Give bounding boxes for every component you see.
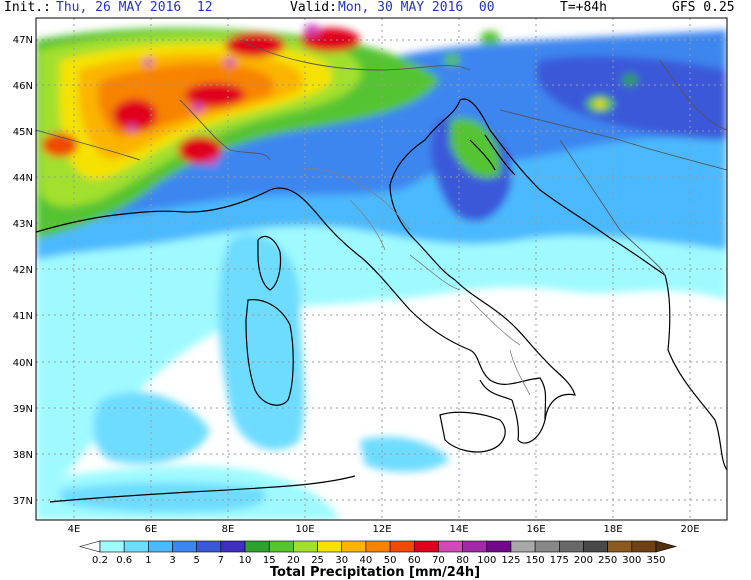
colorbar-level-label: 15 xyxy=(263,555,276,566)
map-header: Init.: Thu, 26 MAY 2016 12 Valid: Mon, 3… xyxy=(0,0,751,18)
colorbar-segment xyxy=(631,540,657,553)
model-name: GFS 0.25 xyxy=(672,0,735,15)
colorbar-level-label: 80 xyxy=(456,555,469,566)
colorbar-segment xyxy=(365,540,391,553)
colorbar-level-label: 250 xyxy=(598,555,617,566)
lat-label: 37N xyxy=(13,496,33,507)
colorbar-level-label: 3 xyxy=(169,555,175,566)
regional-borders xyxy=(299,168,531,396)
colorbar-level-label: 300 xyxy=(622,555,641,566)
latitude-labels: 47N 46N 45N 44N 43N 42N 41N 40N 39N 38N … xyxy=(13,35,33,507)
valid-label: Valid: xyxy=(290,0,337,15)
colorbar-level-label: 1 xyxy=(145,555,151,566)
colorbar-level-label: 200 xyxy=(574,555,593,566)
colorbar-level-label: 175 xyxy=(550,555,569,566)
lat-label: 47N xyxy=(13,35,33,46)
colorbar-level-label: 0.2 xyxy=(92,555,108,566)
colorbar-segment xyxy=(293,540,318,553)
colorbar-level-label: 70 xyxy=(432,555,445,566)
country-borders xyxy=(36,39,727,276)
colorbar-segment xyxy=(534,540,560,553)
init-label: Init.: xyxy=(4,0,51,15)
lat-label: 44N xyxy=(13,173,33,184)
colorbar-segment xyxy=(486,540,512,553)
precipitation-field xyxy=(36,18,727,520)
lat-label: 43N xyxy=(13,219,33,230)
colorbar-segment xyxy=(317,540,343,553)
colorbar-level-label: 150 xyxy=(526,555,545,566)
lon-label: 20E xyxy=(680,524,699,535)
graticule xyxy=(36,18,727,520)
colorbar-level-label: 25 xyxy=(311,555,324,566)
lon-label: 18E xyxy=(603,524,622,535)
colorbar-level-label: 40 xyxy=(360,555,373,566)
colorbar-segment xyxy=(148,540,173,553)
colorbar-level-label: 30 xyxy=(335,555,348,566)
colorbar-segment xyxy=(268,540,294,553)
lat-label: 42N xyxy=(13,265,33,276)
colorbar-segment xyxy=(607,540,633,553)
init-time: Thu, 26 MAY 2016 12 xyxy=(56,0,213,15)
colorbar-level-label: 5 xyxy=(194,555,200,566)
lon-label: 16E xyxy=(526,524,545,535)
coastlines xyxy=(36,98,727,503)
lat-label: 45N xyxy=(13,127,33,138)
colorbar-segment xyxy=(123,540,149,553)
lon-label: 4E xyxy=(68,524,81,535)
colorbar-segment xyxy=(413,540,439,553)
colorbar-segment xyxy=(196,540,222,553)
colorbar: 0.2 0.6 1 3 5 7 10 15 20 25 30 40 50 60 70 80 100 125 150 1… xyxy=(78,540,678,566)
colorbar-level-label: 50 xyxy=(384,555,397,566)
colorbar-level-label: 100 xyxy=(477,555,496,566)
lon-label: 8E xyxy=(222,524,235,535)
colorbar-level-label: 350 xyxy=(646,555,665,566)
longitude-labels: 4E 6E 8E 10E 12E 14E 16E 18E 20E xyxy=(68,524,700,535)
valid-time: Mon, 30 MAY 2016 00 xyxy=(338,0,495,15)
colorbar-low-arrow xyxy=(78,540,101,553)
lat-label: 39N xyxy=(13,404,33,415)
lat-label: 46N xyxy=(13,81,33,92)
colorbar-level-label: 0.6 xyxy=(116,555,132,566)
lon-label: 6E xyxy=(145,524,158,535)
lon-label: 14E xyxy=(449,524,468,535)
colorbar-level-label: 60 xyxy=(408,555,421,566)
colorbar-segment xyxy=(220,540,246,553)
lon-label: 12E xyxy=(372,524,391,535)
lat-label: 40N xyxy=(13,358,33,369)
colorbar-level-label: 7 xyxy=(218,555,224,566)
colorbar-segment xyxy=(172,540,197,553)
colorbar-level-label: 10 xyxy=(239,555,252,566)
colorbar-segment xyxy=(462,540,488,553)
colorbar-segment xyxy=(438,540,463,553)
colorbar-level-label: 125 xyxy=(501,555,520,566)
colorbar-segment xyxy=(510,540,536,553)
lat-label: 41N xyxy=(13,311,33,322)
colorbar-segment xyxy=(341,540,367,553)
colorbar-segment xyxy=(244,540,270,553)
colorbar-segment xyxy=(583,540,608,553)
colorbar-high-arrow xyxy=(655,540,678,553)
colorbar-segment xyxy=(99,540,125,553)
plot-frame xyxy=(35,17,728,521)
colorbar-level-label: 20 xyxy=(287,555,300,566)
forecast-lead: T=+84h xyxy=(560,0,607,15)
colorbar-segment xyxy=(389,540,415,553)
lon-label: 10E xyxy=(295,524,314,535)
lat-label: 38N xyxy=(13,450,33,461)
colorbar-segment xyxy=(559,540,584,553)
colorbar-title: Total Precipitation [mm/24h] xyxy=(270,565,480,580)
